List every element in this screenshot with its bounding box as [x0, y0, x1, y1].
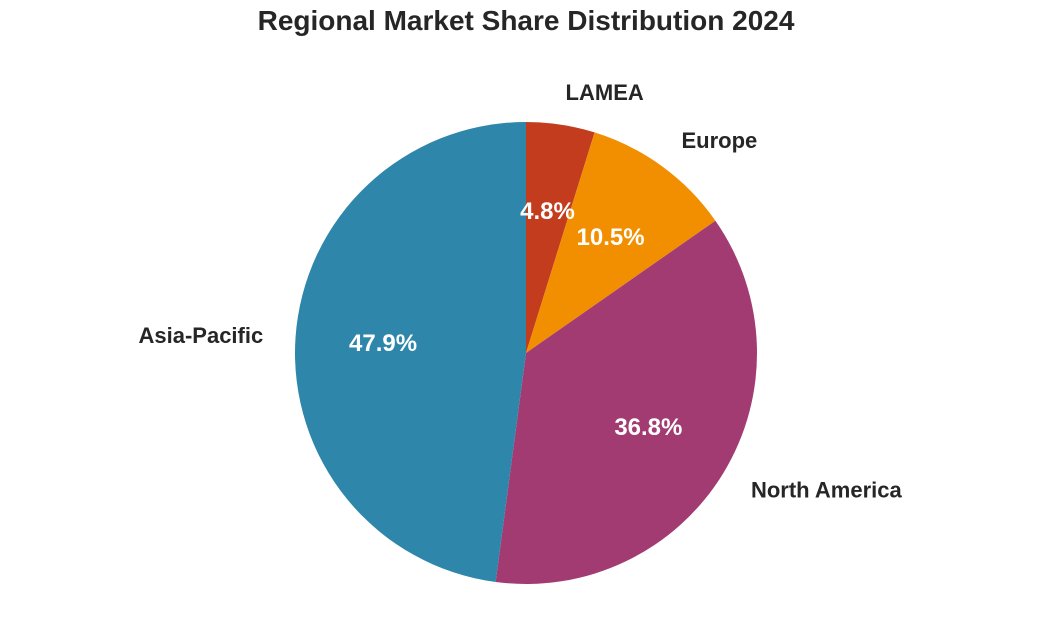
slice-percentage: 47.9%: [349, 330, 417, 357]
slice-percentage: 10.5%: [577, 224, 645, 251]
slice-label: Asia-Pacific: [138, 323, 263, 348]
slice-label: Europe: [681, 128, 757, 153]
slice-percentage: 4.8%: [520, 198, 575, 225]
pie-slice-lamea: [526, 122, 595, 353]
chart-title: Regional Market Share Distribution 2024: [257, 5, 795, 36]
pie-slice-north-america: [495, 220, 758, 584]
slice-label: LAMEA: [566, 80, 644, 105]
pie-slice-europe: [526, 132, 716, 353]
slice-label: North America: [751, 477, 903, 502]
slice-percentage: 36.8%: [614, 414, 682, 441]
pie-slice-asia-pacific: [295, 122, 526, 582]
category-labels: LAMEA Europe North America Asia-Pacific: [138, 80, 902, 502]
pie-slices: [295, 122, 758, 584]
percentage-labels: 4.8%10.5% 36.8% 47.9%: [349, 198, 682, 441]
